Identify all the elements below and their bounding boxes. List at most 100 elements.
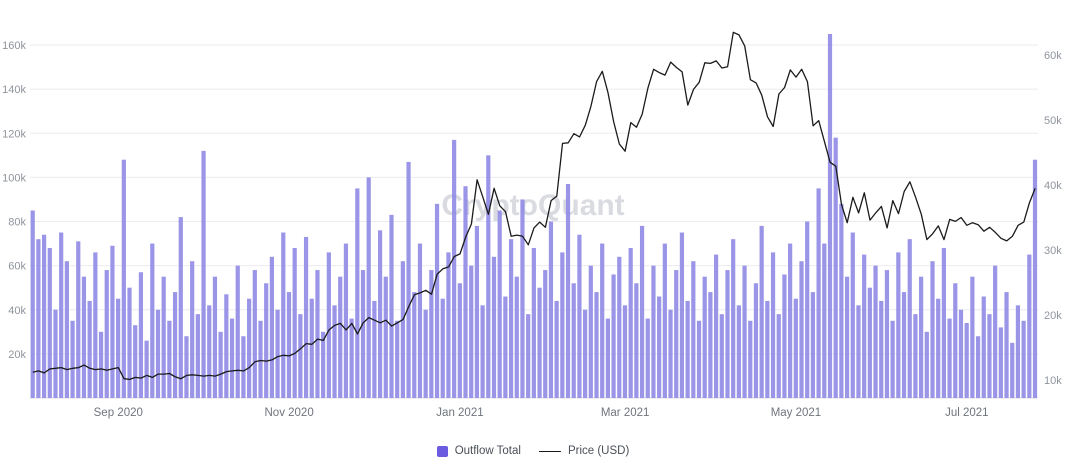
outflow-bar: [36, 239, 41, 398]
outflow-bar: [195, 314, 200, 398]
outflow-bar: [491, 256, 497, 398]
outflow-bar: [247, 298, 252, 398]
outflow-bar: [252, 270, 257, 398]
outflow-bar: [981, 296, 986, 398]
outflow-bar: [816, 188, 821, 398]
outflow-bar: [901, 292, 907, 398]
outflow-bar: [417, 243, 423, 398]
outflow-bar: [1027, 254, 1032, 398]
y-axis-left-tick: 20k: [8, 349, 26, 361]
x-axis-tick: May 2021: [771, 407, 822, 419]
outflow-bar: [936, 298, 941, 398]
outflow-bar: [1021, 320, 1026, 398]
y-axis-right-tick: 20k: [1044, 310, 1062, 322]
outflow-bar: [753, 283, 759, 398]
outflow-bar: [469, 265, 474, 399]
outflow-bar: [702, 276, 707, 398]
outflow-bar: [315, 270, 320, 398]
outflow-bar: [412, 292, 417, 398]
outflow-bar: [138, 272, 144, 398]
outflow-bar: [588, 265, 593, 399]
outflow-bar: [332, 305, 337, 398]
outflow-bar: [617, 256, 622, 398]
outflow-bar: [150, 243, 155, 398]
outflow-bar: [121, 159, 126, 398]
outflow-bar: [406, 161, 411, 398]
outflow-bar: [212, 276, 218, 398]
y-axis-left-tick: 140k: [2, 84, 26, 96]
outflow-bar: [810, 292, 816, 398]
outflow-bar: [759, 225, 764, 398]
outflow-bar: [628, 247, 633, 398]
outflow-bar: [70, 320, 75, 398]
outflow-bar: [155, 309, 161, 398]
outflow-bar: [224, 294, 229, 398]
outflow-bar: [133, 325, 138, 398]
y-axis-right-tick: 30k: [1044, 245, 1062, 257]
outflow-bar: [668, 309, 673, 398]
outflow-bar: [434, 203, 440, 398]
outflow-bar: [577, 234, 582, 398]
outflow-bar: [975, 336, 981, 398]
outflow-bar: [514, 276, 519, 398]
outflow-bar: [281, 232, 286, 398]
outflow-bar: [919, 276, 924, 398]
axis-labels: 20k 40k 60k 80k 100k 120k 140k 160k 10k 20k 30k 40k…: [2, 40, 1062, 419]
outflow-bar: [229, 318, 235, 398]
outflow-bar: [731, 239, 736, 398]
outflow-bar: [583, 309, 588, 398]
y-axis-right-tick: 50k: [1044, 115, 1062, 127]
chart-plot-area[interactable]: CryptoQuant 20k 40k 60k 80k 100k 120k 140k 160k…: [0, 0, 1066, 430]
outflow-bar: [520, 199, 525, 398]
outflow-bar: [184, 336, 189, 398]
outflow-bar: [207, 305, 212, 398]
outflow-bar: [930, 261, 935, 398]
y-axis-right-tick: 10k: [1044, 375, 1062, 387]
outflow-bar: [993, 265, 998, 399]
outflow-bar: [47, 247, 52, 398]
outflow-bar: [64, 261, 69, 398]
outflow-bar: [343, 243, 349, 398]
outflow-bar: [480, 305, 485, 398]
outflow-bar: [850, 232, 855, 398]
outflow-bar: [867, 287, 872, 398]
outflow-bar: [30, 210, 35, 398]
y-axis-left-tick: 160k: [2, 40, 26, 52]
y-axis-left-tick: 40k: [8, 305, 26, 317]
legend-item-price[interactable]: Price (USD): [538, 445, 629, 457]
outflow-bar: [645, 318, 650, 398]
outflow-bar: [788, 243, 793, 398]
outflow-bars-series: [30, 33, 1038, 399]
outflow-bar: [41, 234, 47, 398]
outflow-bar: [742, 265, 747, 399]
outflow-bar: [349, 318, 354, 398]
y-axis-left-tick: 100k: [2, 172, 26, 184]
outflow-bar: [548, 221, 554, 398]
outflow-bar: [725, 270, 730, 398]
outflow-bar: [600, 243, 605, 398]
outflow-bar: [565, 183, 571, 398]
outflow-bar: [360, 270, 366, 398]
outflow-bar: [355, 188, 360, 398]
outflow-bar: [372, 300, 377, 398]
outflow-bar: [827, 33, 833, 398]
outflow-bar: [127, 287, 132, 398]
outflow-bar: [497, 210, 502, 398]
outflow-bar: [736, 305, 741, 398]
outflow-bar: [748, 320, 753, 398]
outflow-bar: [674, 270, 679, 398]
outflow-bar: [958, 309, 964, 398]
outflow-bar: [696, 320, 702, 398]
outflow-bar: [776, 314, 781, 398]
outflow-bar: [651, 265, 656, 399]
outflow-bar: [457, 283, 462, 398]
outflow-bar: [235, 265, 240, 399]
outflow-bar: [691, 261, 696, 398]
legend-item-outflow[interactable]: Outflow Total: [436, 445, 521, 457]
outflow-bar: [833, 137, 838, 398]
outflow-bar: [429, 270, 434, 398]
outflow-bar: [941, 247, 946, 398]
outflow-bar: [884, 270, 890, 398]
watermark: CryptoQuant: [441, 189, 624, 222]
